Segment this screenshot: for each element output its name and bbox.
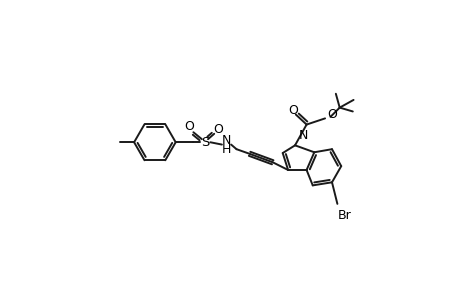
Text: O: O [184,120,194,134]
Text: O: O [327,108,336,121]
Text: O: O [213,123,223,136]
Text: S: S [200,136,209,149]
Text: N: N [221,134,231,147]
Text: Br: Br [337,209,351,222]
Text: H: H [221,143,231,156]
Text: N: N [298,129,308,142]
Text: O: O [287,104,297,117]
